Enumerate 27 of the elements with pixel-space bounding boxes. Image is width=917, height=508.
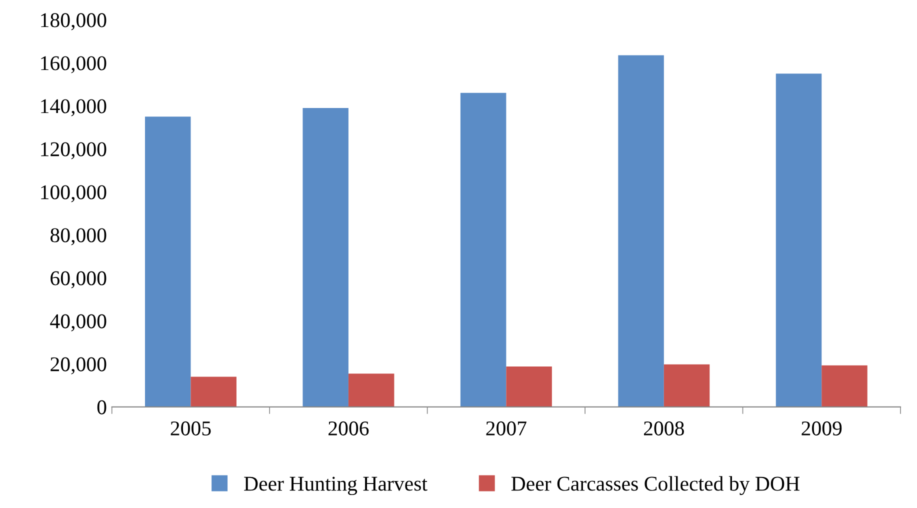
- bar: [302, 108, 348, 407]
- x-tick-label: 2008: [644, 421, 684, 436]
- x-tick-label: 2005: [170, 421, 211, 436]
- bar: [506, 366, 552, 407]
- y-tick-label: 20,000: [50, 357, 106, 374]
- legend-label: Deer Hunting Harvest: [244, 476, 428, 496]
- bar: [664, 364, 710, 407]
- y-tick-label: 60,000: [50, 271, 106, 288]
- bar: [348, 374, 394, 407]
- y-tick-label: 120,000: [41, 142, 106, 160]
- y-tick-label: 0: [97, 400, 106, 414]
- y-tick-label: 160,000: [41, 56, 106, 74]
- bar: [822, 365, 868, 407]
- bar: [190, 376, 236, 407]
- y-tick-label: 140,000: [41, 99, 106, 116]
- y-tick-label: 180,000: [41, 13, 106, 30]
- bar: [460, 92, 506, 407]
- bar: [776, 74, 822, 407]
- x-tick-label: 2007: [486, 421, 526, 436]
- y-tick-label: 40,000: [50, 314, 106, 332]
- legend-label: Deer Carcasses Collected by DOH: [511, 476, 800, 496]
- y-tick-label: 80,000: [50, 228, 106, 246]
- x-tick-label: 2009: [802, 421, 842, 436]
- x-tick-label: 2006: [328, 421, 369, 436]
- bar: [144, 116, 191, 407]
- y-tick-label: 100,000: [41, 185, 106, 202]
- bar: [618, 55, 664, 407]
